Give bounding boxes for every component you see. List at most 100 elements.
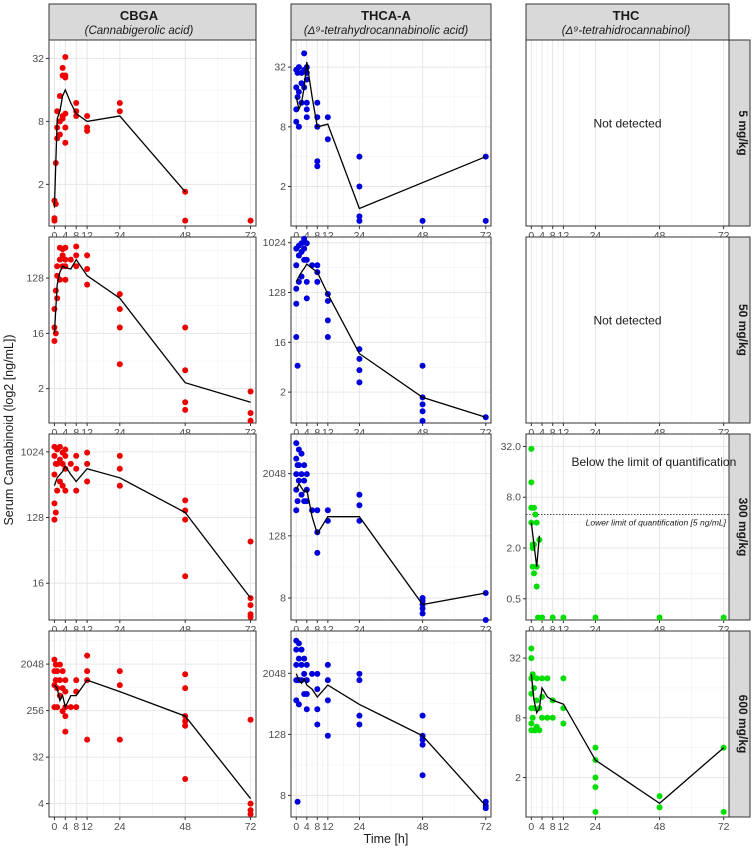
panel-border — [525, 630, 730, 818]
data-point — [356, 670, 363, 677]
x-tick-label: 12 — [81, 821, 93, 833]
data-point — [116, 291, 123, 298]
x-tick-label: 8 — [73, 821, 79, 833]
data-point — [298, 450, 305, 457]
data-point — [324, 661, 331, 668]
data-point — [314, 686, 321, 693]
data-point — [59, 482, 66, 489]
data-point — [59, 668, 66, 675]
x-tick-label: 4 — [62, 427, 68, 439]
data-point — [303, 99, 310, 106]
x-tick-label: 48 — [179, 821, 191, 833]
x-tick-label: 72 — [718, 230, 730, 242]
mean-line — [530, 674, 725, 805]
data-point — [419, 408, 426, 415]
data-point — [536, 727, 543, 734]
y-tick-label: 8 — [280, 121, 286, 133]
data-point — [356, 153, 363, 160]
data-point — [356, 217, 363, 224]
x-tick-label: 12 — [558, 624, 570, 636]
data-point — [247, 602, 254, 609]
column-strip-0 — [48, 3, 257, 41]
x-tick-label: 24 — [590, 821, 602, 833]
x-tick-label: 4 — [539, 427, 545, 439]
data-point — [301, 670, 308, 677]
data-point — [62, 452, 69, 459]
data-point — [62, 54, 69, 61]
data-point — [324, 317, 331, 324]
data-point — [295, 64, 302, 71]
mean-line — [295, 263, 486, 418]
data-point — [62, 677, 69, 684]
x-tick-label: 0 — [293, 427, 299, 439]
y-tick-label: 128 — [26, 273, 44, 285]
x-tick-label: 72 — [245, 821, 257, 833]
data-point — [298, 646, 305, 653]
x-tick-label: 24 — [114, 427, 126, 439]
data-point — [419, 610, 426, 617]
x-tick-label: 72 — [480, 821, 492, 833]
data-point — [528, 645, 535, 652]
y-tick-label: 8 — [38, 116, 44, 128]
data-point — [314, 262, 321, 269]
y-tick-label: 4 — [38, 798, 44, 810]
data-point — [116, 306, 123, 313]
data-point — [116, 668, 123, 675]
column-title-cbga: CBGA — [120, 8, 159, 23]
data-point — [56, 661, 63, 668]
data-point — [294, 498, 301, 505]
panel-border — [290, 433, 492, 621]
data-point — [67, 704, 74, 711]
x-tick-label: 8 — [550, 821, 556, 833]
x-tick-label: 8 — [314, 230, 320, 242]
data-point — [295, 640, 302, 647]
data-point — [51, 452, 58, 459]
data-point — [116, 99, 123, 106]
y-tick-label: 1024 — [21, 446, 45, 458]
x-tick-label: 0 — [293, 230, 299, 242]
data-point — [182, 718, 189, 725]
data-point — [73, 99, 80, 106]
y-tick-label: 2 — [515, 772, 521, 784]
x-tick-label: 0 — [52, 821, 58, 833]
data-point — [656, 804, 663, 811]
data-point — [51, 471, 58, 478]
x-tick-label: 72 — [245, 230, 257, 242]
y-tick-label: 128 — [268, 287, 286, 299]
data-point — [419, 605, 426, 612]
x-tick-label: 48 — [417, 821, 429, 833]
panel-border — [48, 433, 257, 621]
data-point — [324, 697, 331, 704]
data-point — [56, 443, 63, 450]
data-point — [62, 244, 69, 251]
x-tick-label: 4 — [539, 821, 545, 833]
y-tick-label: 256 — [26, 705, 44, 717]
x-tick-label: 48 — [179, 230, 191, 242]
data-point — [419, 417, 426, 424]
data-point — [303, 256, 310, 263]
data-point — [356, 712, 363, 719]
data-point — [73, 465, 80, 472]
data-point — [116, 682, 123, 689]
x-tick-label: 4 — [539, 624, 545, 636]
data-point — [303, 106, 310, 113]
data-point — [62, 124, 69, 131]
data-point — [62, 256, 69, 263]
data-point — [182, 722, 189, 729]
data-point — [84, 478, 91, 485]
x-tick-label: 24 — [114, 821, 126, 833]
data-point — [62, 728, 69, 735]
data-point — [314, 706, 321, 713]
data-point — [116, 465, 123, 472]
x-tick-label: 72 — [718, 427, 730, 439]
x-tick-label: 12 — [558, 427, 570, 439]
data-point — [314, 549, 321, 556]
data-point — [356, 677, 363, 684]
x-tick-label: 12 — [322, 230, 334, 242]
y-tick-label: 32.0 — [501, 441, 522, 453]
data-point — [298, 471, 305, 478]
